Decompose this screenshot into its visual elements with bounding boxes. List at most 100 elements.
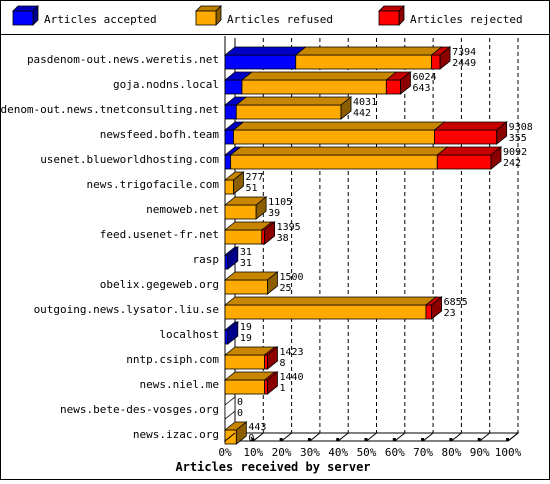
bar-rejected	[425, 304, 432, 320]
x-tick-label: 30%	[300, 446, 320, 459]
x-tick-label: 0%	[218, 446, 232, 459]
bar-side-refused	[235, 421, 247, 445]
x-tick-label: 40%	[328, 446, 348, 459]
value-label-total: 443	[248, 422, 266, 433]
bar-side-rejected	[267, 371, 278, 395]
x-tick-dot	[279, 438, 283, 441]
category-label: news.izac.org	[133, 428, 219, 441]
x-tick-mark	[366, 432, 377, 442]
value-label-accepted: 8	[279, 358, 285, 369]
bar-top-rejected	[433, 121, 508, 131]
x-tick-dot	[336, 438, 340, 441]
value-label-total: 19	[240, 322, 252, 333]
bar-top-rejected	[436, 146, 503, 156]
category-label: news.niel.me	[140, 378, 219, 391]
bar-side-rejected	[431, 296, 442, 320]
value-label-accepted: 19	[240, 333, 252, 344]
bar-refused	[295, 54, 432, 70]
legend-label-accepted: Articles accepted	[44, 13, 157, 26]
value-label-accepted: 25	[279, 283, 291, 294]
category-labels: pasdenom-out.news.weretis.net goja.nodns.…	[0, 53, 219, 441]
legend-label-refused: Articles refused	[227, 13, 333, 26]
category-label: localhost	[159, 328, 219, 341]
x-tick-dot	[364, 438, 368, 441]
value-label-total: 6855	[444, 297, 468, 308]
bar-refused	[224, 279, 268, 295]
x-tick-mark	[479, 432, 491, 442]
bar-top-refused	[232, 121, 446, 131]
bar-refused	[233, 129, 435, 145]
x-tick-dot	[477, 438, 481, 441]
bar-accepted	[224, 79, 243, 95]
bar-side-refused	[233, 171, 244, 195]
x-tick-label: 80%	[441, 446, 461, 459]
bar-top-refused	[229, 146, 449, 156]
x-tick-label: 60%	[385, 446, 405, 459]
bar-side-refused	[267, 271, 278, 295]
value-label-total: 1500	[279, 272, 303, 283]
category-label: news.trigofacile.com	[87, 178, 220, 191]
bar-side-rejected	[267, 346, 278, 370]
bar-side-rejected	[400, 71, 411, 95]
bar-top-accepted	[223, 46, 307, 56]
value-label-total: 4031	[353, 97, 377, 108]
x-tick-label: 100%	[495, 446, 522, 459]
value-label-accepted: 355	[509, 133, 527, 144]
x-tick-label: 50%	[357, 446, 377, 459]
bar-rejected	[261, 229, 266, 245]
value-label-total: 9092	[503, 147, 527, 158]
value-label-accepted: 442	[353, 108, 371, 119]
bar-top-refused	[294, 46, 443, 56]
legend-label-rejected: Articles rejected	[410, 13, 523, 26]
x-tick-mark	[451, 432, 462, 442]
bar-refused	[224, 229, 263, 245]
category-label: obelix.gegeweb.org	[100, 278, 219, 291]
bar-accepted	[224, 129, 234, 145]
category-label: goja.nodns.local	[113, 78, 219, 91]
x-tick-label: 10%	[243, 446, 263, 459]
bar-side-rejected	[264, 221, 276, 245]
value-label-total: 277	[245, 172, 263, 183]
bar-side-accepted	[227, 246, 239, 270]
bar-refused	[224, 354, 266, 370]
bar-rejected	[434, 129, 498, 145]
x-tick-mark	[281, 432, 292, 442]
category-label: nntp.csiph.com	[126, 353, 219, 366]
bar-refused	[241, 79, 387, 95]
category-label: outgoing.news.lysator.liu.se	[34, 303, 219, 316]
x-tick-dot	[251, 438, 255, 441]
x-tick-label: 20%	[272, 446, 292, 459]
bar-top-refused	[235, 96, 353, 106]
bar-refused	[224, 379, 266, 395]
value-label-accepted: 0	[237, 408, 243, 419]
value-label-accepted: 1	[279, 383, 285, 394]
value-label-accepted: 31	[240, 258, 252, 269]
x-tick-mark	[394, 432, 406, 442]
bar-side-accepted	[227, 321, 239, 345]
bar-side-rejected	[439, 46, 451, 70]
value-label-total: 1105	[268, 197, 292, 208]
category-label: pasdenom-out.news.tnetconsulting.net	[0, 103, 219, 116]
legend-swatch-rejected	[378, 10, 400, 26]
value-label-total: 6024	[412, 72, 436, 83]
x-tick-label: 90%	[470, 446, 490, 459]
bar-rejected	[385, 79, 401, 95]
bar-accepted	[224, 329, 229, 345]
bar-refused	[224, 179, 234, 195]
category-label: rasp	[193, 253, 220, 266]
x-tick-mark	[507, 432, 519, 442]
x-tick-dot	[307, 438, 311, 441]
x-tick-dot	[421, 438, 425, 441]
bar-top-refused	[240, 71, 398, 81]
category-label: newsfeed.bofh.team	[100, 128, 220, 141]
bar-rejected	[264, 354, 268, 370]
bars	[223, 46, 508, 445]
legend: Articles accepted Articles refused Article…	[12, 5, 523, 26]
bar-accepted	[224, 54, 297, 70]
value-label-accepted: 643	[412, 83, 430, 94]
category-label: pasdenom-out.news.weretis.net	[27, 53, 219, 66]
category-label: news.bete-des-vosges.org	[60, 403, 219, 416]
x-tick-dot	[506, 438, 509, 441]
